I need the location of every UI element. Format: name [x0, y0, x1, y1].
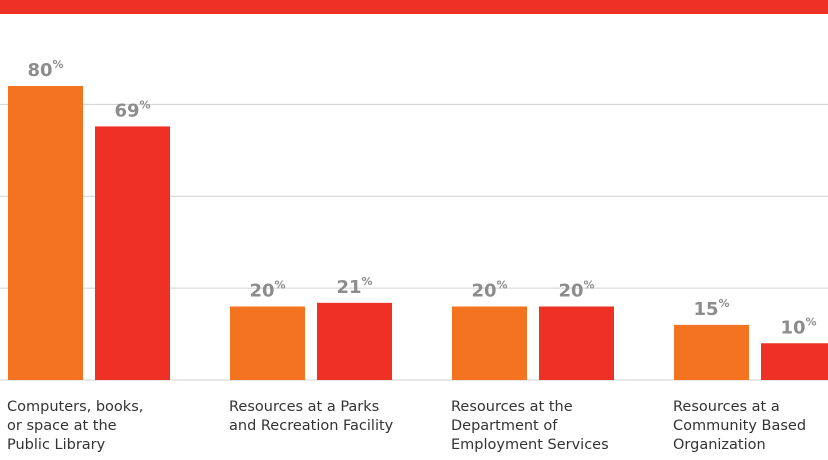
x-tick-label: Computers, books, or space at the Public…	[7, 399, 144, 453]
value-label: 21%	[336, 275, 372, 298]
bar	[452, 306, 527, 380]
value-label: 69%	[114, 98, 150, 121]
x-tick-label: Resources at the Department of Employmen…	[451, 399, 609, 453]
value-label: 80%	[27, 58, 63, 81]
top-band	[0, 0, 828, 14]
bar	[539, 306, 614, 380]
value-label: 10%	[780, 315, 816, 338]
bar	[8, 86, 83, 380]
value-label: 20%	[249, 279, 285, 302]
x-tick-label: Resources at a Community Based Organizat…	[673, 399, 807, 453]
value-label: 20%	[471, 279, 507, 302]
value-label: 20%	[558, 279, 594, 302]
bar	[761, 343, 828, 380]
bar	[230, 306, 305, 380]
x-tick-label: Resources at a Parks and Recreation Faci…	[229, 399, 394, 434]
value-label: 15%	[693, 297, 729, 320]
bar	[674, 324, 749, 380]
bar	[317, 302, 392, 380]
bar	[95, 126, 170, 380]
